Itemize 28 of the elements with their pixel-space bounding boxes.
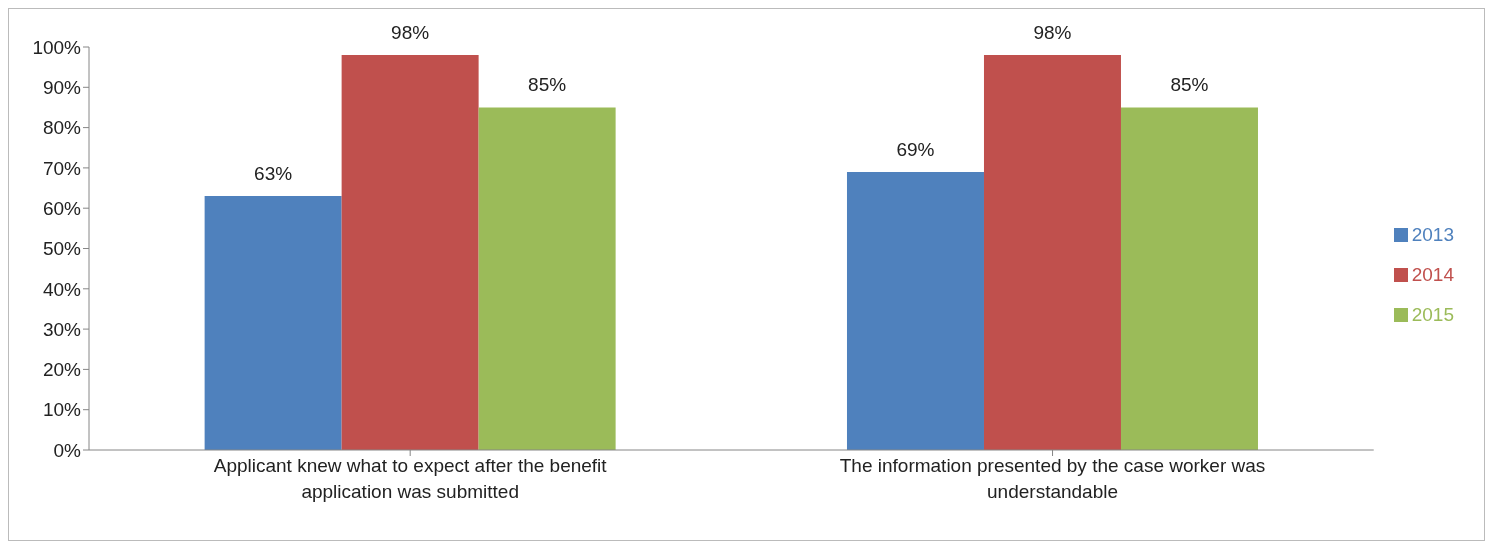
y-tick-label: 30% xyxy=(42,318,82,340)
y-tick-label: 100% xyxy=(32,36,82,58)
bar xyxy=(846,171,984,450)
x-tick-label: The information presented by the case worker was understandable xyxy=(839,455,1266,502)
x-tick-label: Applicant knew what to expect after the benefit application was submitted xyxy=(213,455,608,502)
bar xyxy=(341,55,479,450)
y-tick-label: 40% xyxy=(42,278,82,300)
data-label: 85% xyxy=(1170,74,1209,96)
data-label: 98% xyxy=(391,22,430,44)
y-tick-label: 60% xyxy=(42,197,82,219)
legend-label: 2014 xyxy=(1411,263,1454,285)
data-label: 69% xyxy=(896,138,935,160)
y-tick-label: 70% xyxy=(42,157,82,179)
data-label: 98% xyxy=(1033,22,1072,44)
y-tick-label: 10% xyxy=(42,399,82,421)
y-tick-label: 80% xyxy=(42,117,82,139)
y-tick-label: 90% xyxy=(42,77,82,99)
y-tick-label: 20% xyxy=(42,359,82,381)
data-label: 63% xyxy=(254,163,293,185)
bar xyxy=(983,55,1121,450)
bar xyxy=(478,107,616,450)
data-label: 85% xyxy=(528,74,567,96)
legend-label: 2015 xyxy=(1411,303,1454,325)
legend-label: 2013 xyxy=(1411,223,1454,245)
y-tick-label: 0% xyxy=(53,439,82,461)
bar xyxy=(1120,107,1258,450)
y-tick-label: 50% xyxy=(42,238,82,260)
bar xyxy=(204,196,342,450)
